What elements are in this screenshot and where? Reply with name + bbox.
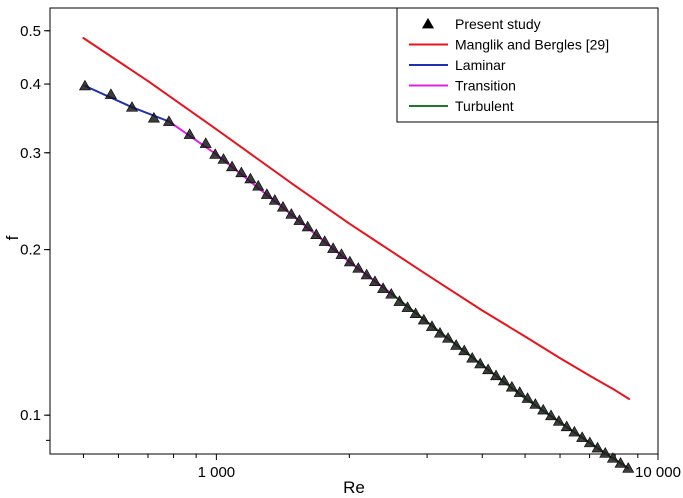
present-study-point: [490, 369, 503, 381]
present-study-point: [209, 148, 222, 159]
present-study-point: [217, 153, 230, 164]
laminar-line: [84, 84, 170, 123]
present-study-point: [433, 327, 447, 338]
present-study-markers: [78, 79, 635, 473]
present-study-point: [560, 420, 573, 432]
present-study-point: [385, 288, 398, 299]
y-tick-label: 0.4: [20, 76, 41, 93]
present-study-point: [268, 194, 281, 205]
x-axis-title: Re: [343, 478, 365, 497]
present-study-point: [606, 452, 619, 463]
x-tick-label: 10 000: [635, 464, 681, 481]
present-study-point: [505, 380, 518, 392]
present-study-point: [293, 214, 306, 225]
present-study-point: [327, 242, 340, 253]
present-study-point: [285, 208, 298, 219]
present-study-point: [162, 115, 175, 126]
y-tick-label: 0.3: [20, 145, 41, 162]
legend-marker-present-study: [421, 17, 435, 29]
present-study-point: [78, 79, 91, 91]
present-study-point: [513, 386, 526, 397]
present-study-point: [474, 357, 487, 369]
present-study-point: [458, 344, 471, 356]
present-study-point: [417, 313, 430, 325]
present-study-point: [409, 307, 422, 319]
present-study-point: [576, 431, 589, 442]
y-axis-title: f: [3, 235, 22, 240]
present-study-point: [482, 363, 495, 375]
legend-label-laminar: Laminar: [455, 57, 506, 73]
legend-label-present-study: Present study: [455, 16, 541, 32]
present-study-point: [310, 228, 323, 240]
present-study-point: [235, 166, 248, 178]
present-study-point: [529, 398, 542, 409]
y-tick-label: 0.1: [20, 407, 41, 424]
present-study-point: [226, 160, 239, 172]
present-study-point: [450, 339, 463, 350]
present-study-point: [244, 172, 257, 184]
present-study-point: [104, 88, 117, 99]
present-study-point: [301, 220, 314, 232]
legend-label-transition: Transition: [455, 78, 516, 94]
present-study-point: [260, 188, 273, 199]
present-study-point: [614, 457, 627, 468]
present-study-point: [466, 351, 479, 363]
axis-ticks: 1 000 10 000 0.1 0.2 0.3 0.4 0.5: [20, 23, 681, 481]
y-tick-label: 0.5: [20, 23, 41, 40]
present-study-point: [442, 332, 455, 343]
present-study-point: [545, 409, 558, 421]
present-study-point: [552, 415, 565, 426]
present-study-point: [591, 441, 604, 453]
present-study-point: [537, 403, 550, 415]
present-study-point: [568, 425, 581, 437]
present-study-point: [352, 262, 365, 273]
manglik-and-bergles-29-line: [82, 37, 631, 400]
present-study-point: [335, 248, 348, 259]
present-study-point: [318, 235, 331, 246]
present-study-point: [622, 462, 635, 473]
present-study-point: [425, 320, 438, 331]
present-study-point: [583, 436, 596, 448]
present-study-point: [252, 179, 265, 191]
legend-label-manglik-and-bergles-29: Manglik and Bergles [29]: [455, 37, 609, 53]
present-study-point: [125, 101, 138, 112]
present-study-point: [401, 301, 414, 312]
present-study-point: [599, 447, 612, 458]
present-study-point: [393, 295, 406, 306]
present-study-point: [147, 111, 160, 123]
legend: Present study Manglik and Bergles [29] Lam…: [396, 7, 659, 123]
x-tick-label: 1 000: [198, 464, 236, 481]
present-study-point: [199, 137, 212, 148]
present-study-point: [377, 282, 390, 293]
y-tick-label: 0.2: [20, 242, 41, 259]
plot-area-frame: [49, 7, 659, 455]
present-study-point: [360, 268, 373, 280]
present-study-point: [521, 392, 534, 403]
present-study-point: [183, 128, 196, 139]
legend-label-turbulent: Turbulent: [455, 98, 514, 114]
present-study-point: [276, 200, 289, 212]
present-study-point: [497, 374, 510, 386]
present-study-point: [343, 255, 356, 267]
present-study-point: [368, 275, 381, 286]
